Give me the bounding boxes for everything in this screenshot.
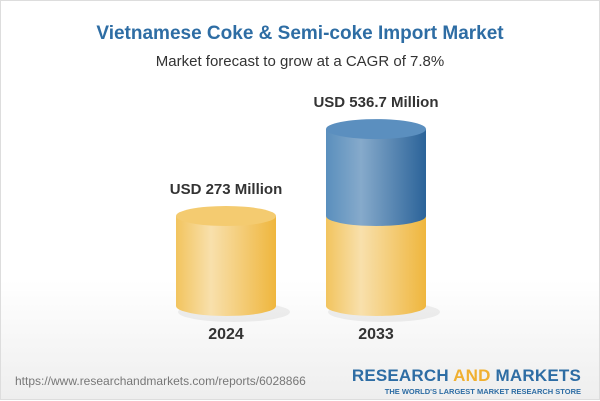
logo-word: AND (453, 366, 491, 385)
research-and-markets-logo: RESEARCH AND MARKETS THE WORLD'S LARGEST… (352, 366, 581, 396)
chart-title: Vietnamese Coke & Semi-coke Import Marke… (96, 23, 504, 44)
category-label: 2033 (358, 326, 394, 343)
bar-2033-base-body (326, 216, 426, 316)
data-label: USD 273 Million (170, 181, 283, 198)
data-label: USD 536.7 Million (313, 94, 438, 111)
category-label: 2024 (208, 326, 244, 343)
source-url[interactable]: https://www.researchandmarkets.com/repor… (15, 374, 306, 388)
logo-word: RESEARCH (351, 366, 449, 385)
bar-2033-growth-body (326, 129, 426, 226)
chart-subtitle: Market forecast to grow at a CAGR of 7.8… (155, 53, 445, 70)
bar-2024-top (176, 206, 276, 226)
logo-tagline: THE WORLD'S LARGEST MARKET RESEARCH STOR… (384, 387, 581, 396)
logo-word: MARKETS (495, 366, 581, 385)
bar-2024-body (176, 216, 276, 316)
bar-2033-growth-top (326, 119, 426, 140)
